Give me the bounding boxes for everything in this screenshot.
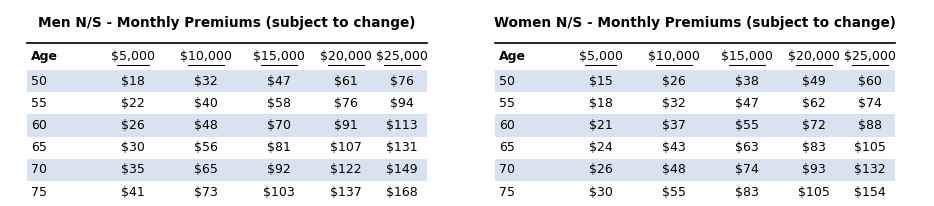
Text: $105: $105	[854, 141, 885, 154]
Text: $137: $137	[331, 186, 362, 199]
FancyBboxPatch shape	[495, 159, 895, 181]
FancyBboxPatch shape	[495, 114, 895, 137]
Text: $73: $73	[194, 186, 218, 199]
Text: $103: $103	[263, 186, 295, 199]
Text: $81: $81	[267, 141, 291, 154]
Text: $91: $91	[334, 119, 358, 132]
Text: $61: $61	[334, 75, 358, 88]
Text: $48: $48	[194, 119, 218, 132]
Text: $10,000: $10,000	[180, 50, 232, 63]
Text: 55: 55	[499, 97, 515, 110]
Text: $149: $149	[387, 163, 417, 176]
Text: $15,000: $15,000	[253, 50, 305, 63]
Text: $26: $26	[662, 75, 686, 88]
Text: $15: $15	[588, 75, 613, 88]
Text: $26: $26	[588, 163, 613, 176]
Text: $72: $72	[801, 119, 826, 132]
Text: $30: $30	[588, 186, 613, 199]
Text: $62: $62	[802, 97, 826, 110]
Text: 75: 75	[31, 186, 47, 199]
Text: 75: 75	[499, 186, 515, 199]
Text: $37: $37	[662, 119, 686, 132]
Text: $5,000: $5,000	[579, 50, 623, 63]
Text: 65: 65	[31, 141, 47, 154]
Text: $74: $74	[735, 163, 758, 176]
Text: $55: $55	[661, 186, 686, 199]
Text: $5,000: $5,000	[111, 50, 155, 63]
Text: $41: $41	[121, 186, 145, 199]
FancyBboxPatch shape	[495, 70, 895, 92]
Text: $21: $21	[588, 119, 613, 132]
Text: $131: $131	[387, 141, 417, 154]
Text: $94: $94	[390, 97, 414, 110]
Text: Age: Age	[31, 50, 58, 63]
FancyBboxPatch shape	[27, 137, 427, 159]
FancyBboxPatch shape	[27, 92, 427, 114]
Text: $55: $55	[735, 119, 758, 132]
Text: $63: $63	[735, 141, 758, 154]
Text: $122: $122	[331, 163, 361, 176]
Text: $40: $40	[194, 97, 218, 110]
Text: 50: 50	[31, 75, 47, 88]
Text: $83: $83	[801, 141, 826, 154]
Text: $107: $107	[330, 141, 362, 154]
Text: $26: $26	[121, 119, 145, 132]
Text: $48: $48	[662, 163, 686, 176]
Text: Age: Age	[499, 50, 526, 63]
Text: $43: $43	[662, 141, 686, 154]
Text: $132: $132	[854, 163, 885, 176]
Text: $70: $70	[267, 119, 291, 132]
Text: Women N/S - Monthly Premiums (subject to change): Women N/S - Monthly Premiums (subject to…	[494, 16, 896, 30]
Text: $32: $32	[194, 75, 218, 88]
FancyBboxPatch shape	[27, 114, 427, 137]
Text: $10,000: $10,000	[648, 50, 700, 63]
Text: $32: $32	[662, 97, 686, 110]
Text: $47: $47	[735, 97, 758, 110]
Text: 70: 70	[31, 163, 47, 176]
Text: $105: $105	[798, 186, 829, 199]
FancyBboxPatch shape	[495, 137, 895, 159]
Text: $154: $154	[854, 186, 885, 199]
Text: $88: $88	[857, 119, 882, 132]
Text: Men N/S - Monthly Premiums (subject to change): Men N/S - Monthly Premiums (subject to c…	[38, 16, 416, 30]
Text: 60: 60	[31, 119, 47, 132]
Text: $76: $76	[390, 75, 414, 88]
Text: $18: $18	[588, 97, 613, 110]
Text: 50: 50	[499, 75, 515, 88]
Text: $56: $56	[194, 141, 218, 154]
Text: $74: $74	[857, 97, 882, 110]
Text: $25,000: $25,000	[843, 50, 896, 63]
FancyBboxPatch shape	[27, 181, 427, 203]
FancyBboxPatch shape	[27, 159, 427, 181]
Text: $76: $76	[334, 97, 358, 110]
Text: 55: 55	[31, 97, 47, 110]
Text: $15,000: $15,000	[721, 50, 772, 63]
FancyBboxPatch shape	[495, 181, 895, 203]
Text: $18: $18	[121, 75, 145, 88]
FancyBboxPatch shape	[27, 70, 427, 92]
Text: $24: $24	[588, 141, 613, 154]
Text: 70: 70	[499, 163, 515, 176]
Text: 60: 60	[499, 119, 515, 132]
Text: $83: $83	[735, 186, 758, 199]
Text: $93: $93	[802, 163, 826, 176]
Text: $25,000: $25,000	[376, 50, 428, 63]
Text: $47: $47	[267, 75, 291, 88]
Text: $20,000: $20,000	[787, 50, 840, 63]
Text: $65: $65	[194, 163, 218, 176]
Text: $60: $60	[857, 75, 882, 88]
Text: $168: $168	[387, 186, 418, 199]
Text: $49: $49	[802, 75, 826, 88]
FancyBboxPatch shape	[495, 92, 895, 114]
Text: $38: $38	[735, 75, 758, 88]
Text: $58: $58	[267, 97, 291, 110]
Text: $30: $30	[121, 141, 145, 154]
Text: $22: $22	[121, 97, 145, 110]
Text: 65: 65	[499, 141, 515, 154]
Text: $20,000: $20,000	[320, 50, 372, 63]
Text: $113: $113	[387, 119, 417, 132]
Text: $35: $35	[121, 163, 145, 176]
Text: $92: $92	[267, 163, 290, 176]
